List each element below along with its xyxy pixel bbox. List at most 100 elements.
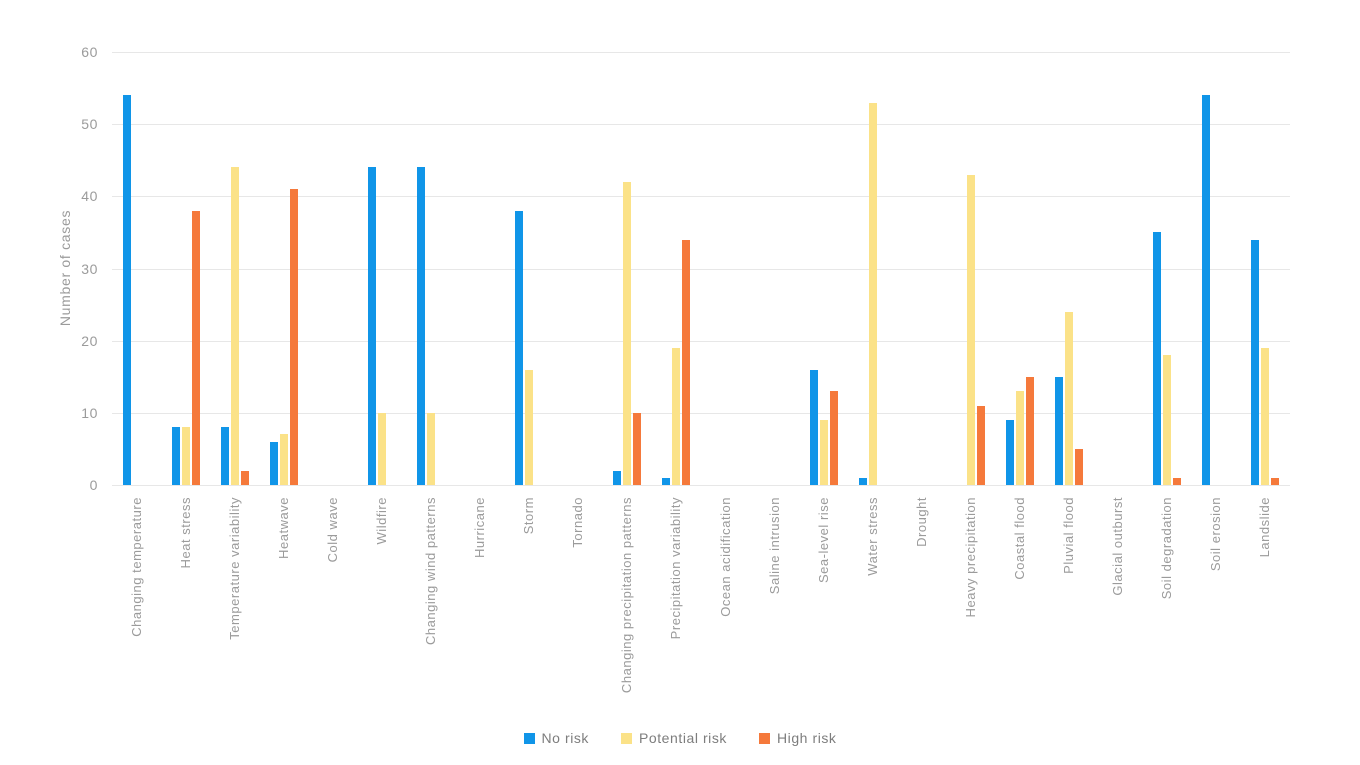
x-category-label-0: Changing temperature <box>128 497 144 637</box>
x-category-label-8: Storm <box>521 497 537 535</box>
bar-group-19 <box>1055 311 1084 485</box>
gridline-y-50 <box>112 124 1290 126</box>
legend-label: Potential risk <box>638 730 727 746</box>
bar-group-15 <box>858 102 887 485</box>
x-category-label-2: Temperature variability <box>226 497 242 640</box>
x-axis-category-labels: Changing temperature Heat stress Temperatu… <box>112 497 1290 712</box>
bar-potential-risk-21 <box>1163 355 1172 485</box>
bar-high-risk-19 <box>1075 448 1084 485</box>
x-category-label-12: Ocean acidification <box>717 497 733 617</box>
bar-group-3 <box>269 189 298 485</box>
y-tick-label-60: 60 <box>81 44 98 60</box>
x-category-label-21: Soil degradation <box>1159 497 1175 600</box>
x-category-label-10: Changing precipitation patterns <box>619 497 635 694</box>
bar-potential-risk-6 <box>427 412 436 485</box>
gridline-y-60 <box>112 52 1290 53</box>
bar-no-risk-22 <box>1202 95 1211 485</box>
bar-group-5 <box>367 167 396 485</box>
bar-no-risk-15 <box>858 477 867 485</box>
bar-group-6 <box>417 167 445 485</box>
y-tick-label-10: 10 <box>81 404 98 421</box>
bar-high-risk-10 <box>633 412 642 485</box>
bar-high-risk-11 <box>682 239 691 485</box>
x-category-label-20: Glacial outburst <box>1110 497 1126 596</box>
bar-high-risk-14 <box>829 391 838 485</box>
plot-area <box>112 52 1290 486</box>
bar-high-risk-18 <box>1026 376 1035 485</box>
legend-item-no-risk: No risk <box>523 730 589 746</box>
gridline-y-10 <box>112 412 1290 414</box>
bar-high-risk-21 <box>1173 477 1182 485</box>
bar-potential-risk-10 <box>623 181 632 485</box>
x-category-label-17: Heavy precipitation <box>962 497 978 618</box>
legend-item-potential-risk: Potential risk <box>620 730 727 746</box>
bar-group-23 <box>1251 239 1280 485</box>
x-category-label-11: Precipitation variability <box>668 497 684 640</box>
bar-no-risk-8 <box>515 210 524 485</box>
legend-swatch-icon <box>620 732 632 744</box>
bar-group-17 <box>957 174 985 485</box>
bar-potential-risk-2 <box>230 167 239 485</box>
x-category-label-1: Heat stress <box>177 497 193 569</box>
x-category-label-7: Hurricane <box>472 497 488 559</box>
bar-group-10 <box>613 181 642 485</box>
bar-potential-risk-14 <box>819 420 828 485</box>
gridline-y-30 <box>112 268 1290 270</box>
legend-label: No risk <box>541 730 589 746</box>
x-category-label-3: Heatwave <box>275 497 291 559</box>
x-category-label-23: Landslide <box>1257 497 1273 558</box>
bar-no-risk-23 <box>1251 239 1260 485</box>
bar-no-risk-19 <box>1055 376 1064 485</box>
bar-no-risk-3 <box>269 441 278 485</box>
bar-potential-risk-3 <box>279 434 288 485</box>
bar-no-risk-2 <box>220 427 229 485</box>
bar-group-0 <box>122 95 151 485</box>
bar-potential-risk-1 <box>181 427 190 485</box>
legend-swatch-icon <box>758 732 770 744</box>
bar-no-risk-10 <box>613 470 622 485</box>
y-tick-label-40: 40 <box>81 188 98 205</box>
bar-group-2 <box>220 167 249 485</box>
bar-potential-risk-19 <box>1065 311 1074 485</box>
y-tick-label-0: 0 <box>89 477 98 493</box>
bar-no-risk-21 <box>1153 232 1162 485</box>
y-tick-label-30: 30 <box>81 260 98 277</box>
x-category-label-19: Pluvial flood <box>1061 497 1077 574</box>
bar-group-21 <box>1153 232 1182 485</box>
y-axis-tick-labels: 0 10 20 30 40 50 60 <box>0 44 98 493</box>
bar-potential-risk-17 <box>966 174 975 485</box>
bar-no-risk-14 <box>809 369 818 485</box>
bar-high-risk-3 <box>289 189 298 485</box>
legend-swatch-icon <box>523 732 535 744</box>
bar-potential-risk-23 <box>1261 347 1270 485</box>
y-tick-label-20: 20 <box>81 332 98 349</box>
bar-no-risk-11 <box>662 477 671 485</box>
bar-no-risk-1 <box>171 427 180 485</box>
x-category-label-22: Soil erosion <box>1208 497 1224 572</box>
legend-label: High risk <box>776 730 837 746</box>
bar-potential-risk-18 <box>1016 391 1025 485</box>
x-category-label-9: Tornado <box>570 497 586 548</box>
x-category-label-13: Saline intrusion <box>766 497 782 595</box>
x-category-label-15: Water stress <box>864 497 880 576</box>
gridline-y-40 <box>112 196 1290 198</box>
bar-group-1 <box>171 210 200 485</box>
bar-no-risk-18 <box>1006 420 1015 485</box>
legend-item-high-risk: High risk <box>758 730 837 746</box>
gridline-y-0 <box>112 485 1290 486</box>
chart-legend: No risk Potential risk High risk <box>0 730 1360 746</box>
y-tick-label-50: 50 <box>81 116 98 133</box>
gridline-y-20 <box>112 340 1290 342</box>
bar-high-risk-2 <box>240 470 249 485</box>
bar-potential-risk-15 <box>868 102 877 485</box>
bar-no-risk-6 <box>417 167 426 485</box>
bar-high-risk-1 <box>191 210 200 485</box>
x-category-label-16: Drought <box>913 497 929 547</box>
bar-group-22 <box>1202 95 1230 485</box>
x-category-label-6: Changing wind patterns <box>423 497 439 646</box>
bar-potential-risk-5 <box>377 412 386 485</box>
x-category-label-14: Sea-level rise <box>815 497 831 584</box>
bar-group-11 <box>662 239 691 485</box>
x-category-label-18: Coastal flood <box>1012 497 1028 580</box>
